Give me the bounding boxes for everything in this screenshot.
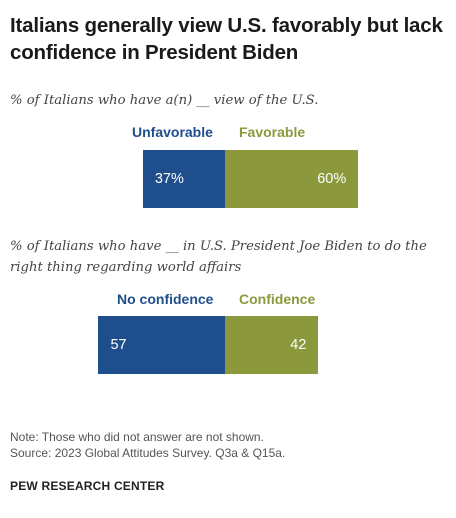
chart-1-bar-favorable	[225, 150, 359, 208]
chart-title: Italians generally view U.S. favorably b…	[10, 14, 443, 64]
footer-brand: PEW RESEARCH CENTER	[10, 479, 165, 493]
chart-1-subtitle: % of Italians who have a(n) __ view of t…	[10, 93, 319, 108]
chart-1-bar-unfavorable	[142, 150, 225, 208]
chart-1-legend-unfavorable: Unfavorable	[132, 124, 213, 140]
chart-2-value-no-confidence: 57	[110, 337, 127, 353]
chart-1-legend-favorable: Favorable	[239, 124, 306, 140]
chart-1-value-unfavorable: 37%	[154, 171, 184, 187]
chart-2-bar-no-confidence	[98, 316, 225, 374]
source-text: Source: 2023 Global Attitudes Survey. Q3…	[10, 446, 286, 460]
chart-1-value-favorable: 60%	[317, 171, 347, 187]
chart-2-bar-confidence	[225, 316, 319, 374]
chart-2-legend-no-confidence: No confidence	[117, 291, 214, 307]
note-text: Note: Those who did not answer are not s…	[10, 430, 264, 444]
chart-2-value-confidence: 42	[290, 337, 307, 353]
chart-2-subtitle: % of Italians who have __ in U.S. Presid…	[10, 239, 427, 275]
chart-2-legend-confidence: Confidence	[239, 291, 316, 307]
